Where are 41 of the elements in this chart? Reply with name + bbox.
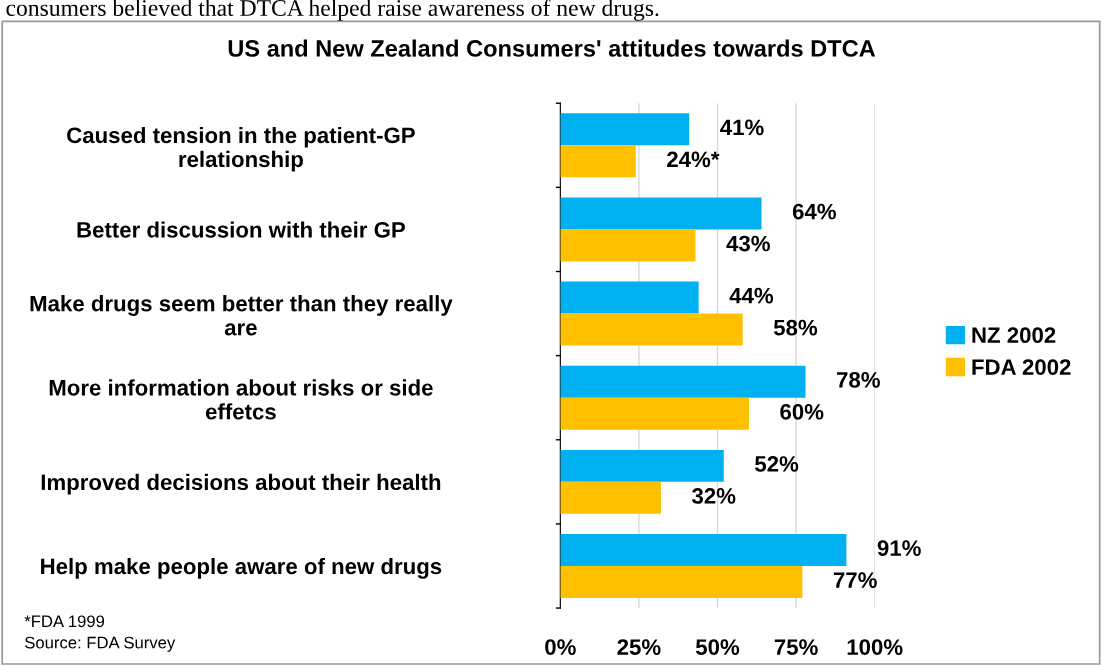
bar [560, 145, 636, 178]
chart-title: US and New Zealand Consumers' attitudes towards DTCA [228, 39, 876, 57]
data-label: 32% [691, 488, 736, 504]
x-tick-label: 25% [617, 639, 661, 655]
bar [560, 481, 661, 514]
y-tick-label: Better discussion with their GP [77, 221, 405, 238]
data-label: 24%* [667, 151, 720, 168]
data-label: 44% [729, 287, 774, 304]
bar [560, 197, 762, 230]
data-label: 52% [755, 456, 799, 472]
data-label: 78% [837, 371, 880, 388]
source-note: Source: FDA Survey [25, 636, 176, 652]
text: consumers believed that DTCA helped raise awareness of new drugs. [6, 0, 659, 21]
data-label: 60% [780, 403, 824, 420]
y-tick-label: More information about risks or side effetcs [49, 379, 433, 420]
y-tick-label: Help make people aware of new drugs [41, 557, 442, 579]
bar [560, 281, 699, 314]
bar [560, 397, 749, 430]
data-label: 41% [720, 119, 764, 136]
text: *FDA 1999 [24, 615, 105, 628]
y-tick-label: Caused tension in the patient-GP relationship [67, 126, 415, 172]
bar [560, 229, 696, 262]
data-label: 43% [726, 235, 770, 252]
bar [560, 534, 847, 566]
bar [560, 565, 803, 598]
legend-label: FDA 2002 [972, 359, 1071, 375]
data-label: 64% [792, 203, 836, 220]
bar [560, 449, 724, 482]
data-label: 91% [877, 540, 921, 556]
y-tick-label: Improved decisions about their health [41, 473, 441, 495]
x-tick-label: 50% [695, 639, 740, 655]
data-label: 77% [833, 572, 877, 588]
bar [560, 113, 690, 146]
data-label: 58% [773, 319, 818, 336]
x-tick-label: 75% [774, 639, 818, 655]
bar [560, 365, 806, 398]
bar [560, 313, 743, 346]
x-tick-label: 0% [545, 639, 576, 655]
legend-label: NZ 2002 [972, 327, 1056, 344]
y-tick-label: Make drugs seem better than they really are [30, 295, 453, 336]
x-tick-label: 100% [847, 639, 903, 655]
